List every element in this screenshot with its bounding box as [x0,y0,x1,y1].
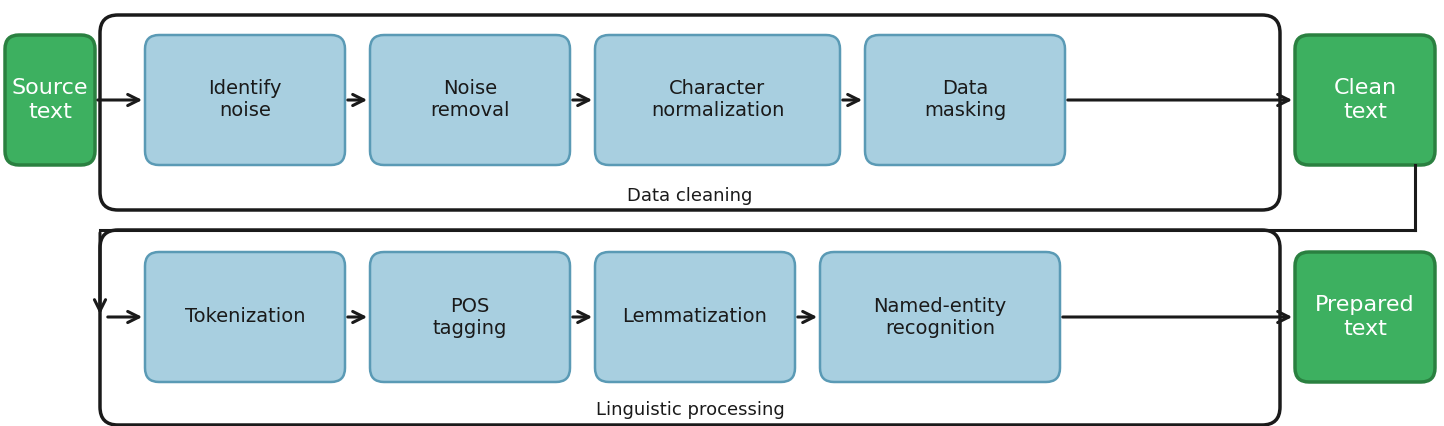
Text: Lemmatization: Lemmatization [622,308,767,326]
FancyBboxPatch shape [4,35,95,165]
Text: Source
text: Source text [12,78,88,121]
FancyBboxPatch shape [865,35,1066,165]
FancyBboxPatch shape [1295,252,1435,382]
Text: Clean
text: Clean text [1333,78,1396,121]
Text: Identify
noise: Identify noise [208,80,282,121]
Text: Data
masking: Data masking [924,80,1006,121]
Text: POS
tagging: POS tagging [433,296,507,337]
FancyBboxPatch shape [370,252,570,382]
Text: Data cleaning: Data cleaning [627,187,752,205]
FancyBboxPatch shape [1295,35,1435,165]
FancyBboxPatch shape [595,252,796,382]
FancyBboxPatch shape [820,252,1060,382]
FancyBboxPatch shape [100,230,1279,425]
Text: Noise
removal: Noise removal [430,80,510,121]
Text: Prepared
text: Prepared text [1315,295,1415,339]
FancyBboxPatch shape [370,35,570,165]
Text: Named-entity
recognition: Named-entity recognition [874,296,1006,337]
FancyBboxPatch shape [595,35,840,165]
FancyBboxPatch shape [100,15,1279,210]
Text: Linguistic processing: Linguistic processing [595,401,784,419]
FancyBboxPatch shape [144,35,345,165]
Text: Tokenization: Tokenization [185,308,305,326]
Text: Character
normalization: Character normalization [651,80,784,121]
FancyBboxPatch shape [144,252,345,382]
